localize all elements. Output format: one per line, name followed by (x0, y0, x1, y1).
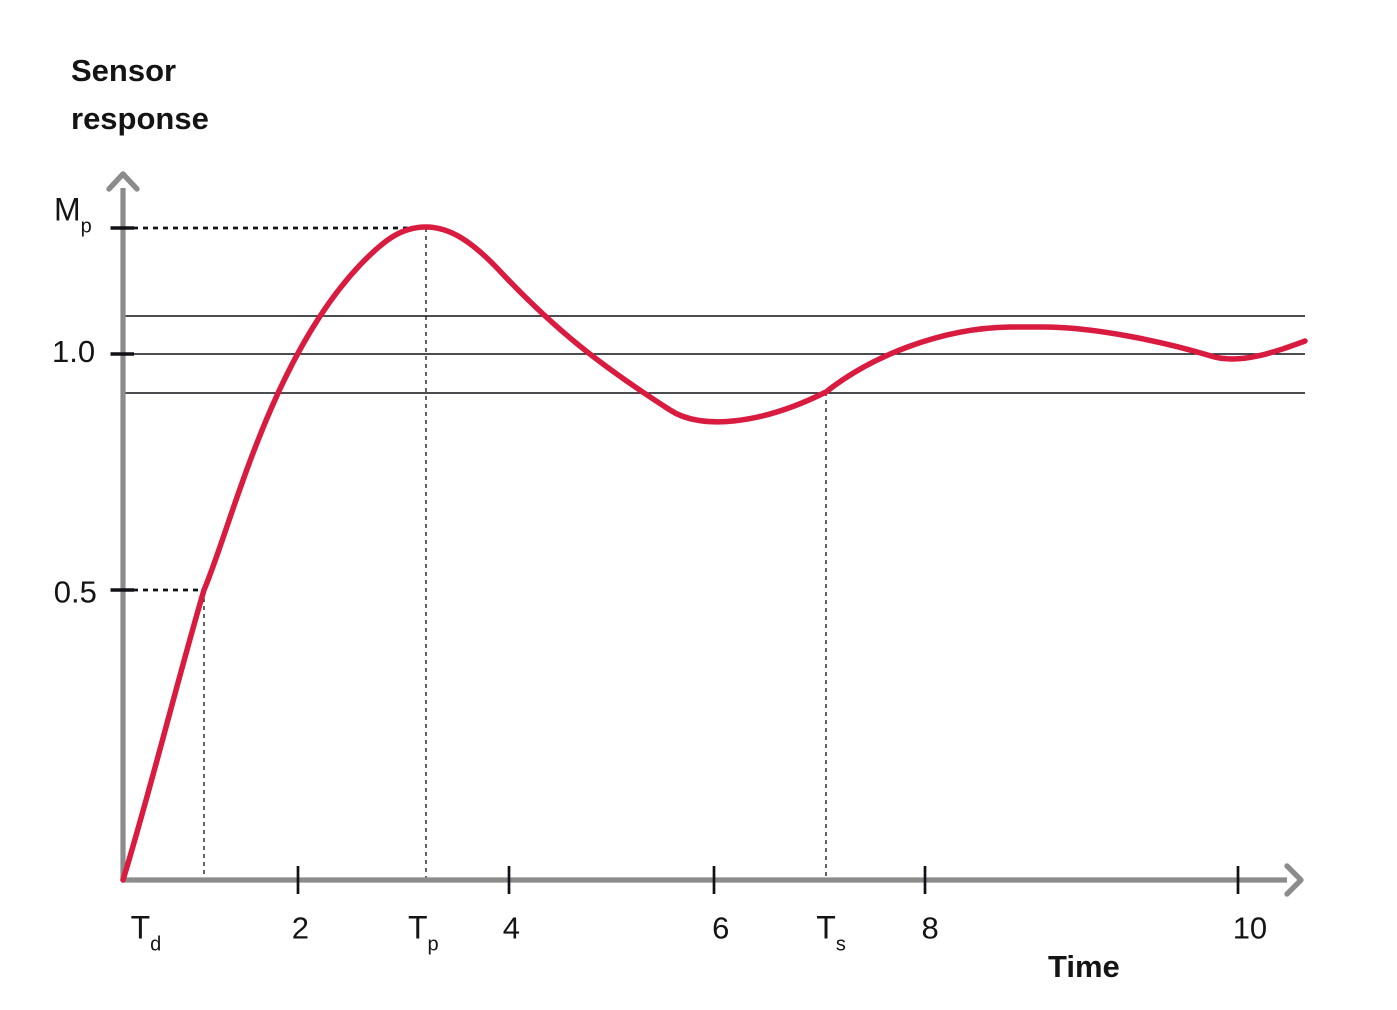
svg-text:Mp: Mp (54, 192, 92, 238)
svg-text:1.0: 1.0 (52, 334, 95, 369)
svg-text:4: 4 (503, 911, 520, 946)
svg-text:0.5: 0.5 (54, 575, 97, 610)
svg-text:response: response (71, 101, 209, 136)
svg-text:Ts: Ts (816, 910, 846, 956)
svg-text:Time: Time (1048, 949, 1120, 984)
svg-text:Td: Td (131, 910, 162, 956)
svg-text:Sensor: Sensor (71, 53, 176, 88)
svg-text:Tp: Tp (408, 910, 439, 956)
svg-text:10: 10 (1233, 911, 1267, 946)
svg-text:6: 6 (712, 911, 729, 946)
svg-text:2: 2 (292, 911, 309, 946)
svg-text:8: 8 (922, 911, 939, 946)
